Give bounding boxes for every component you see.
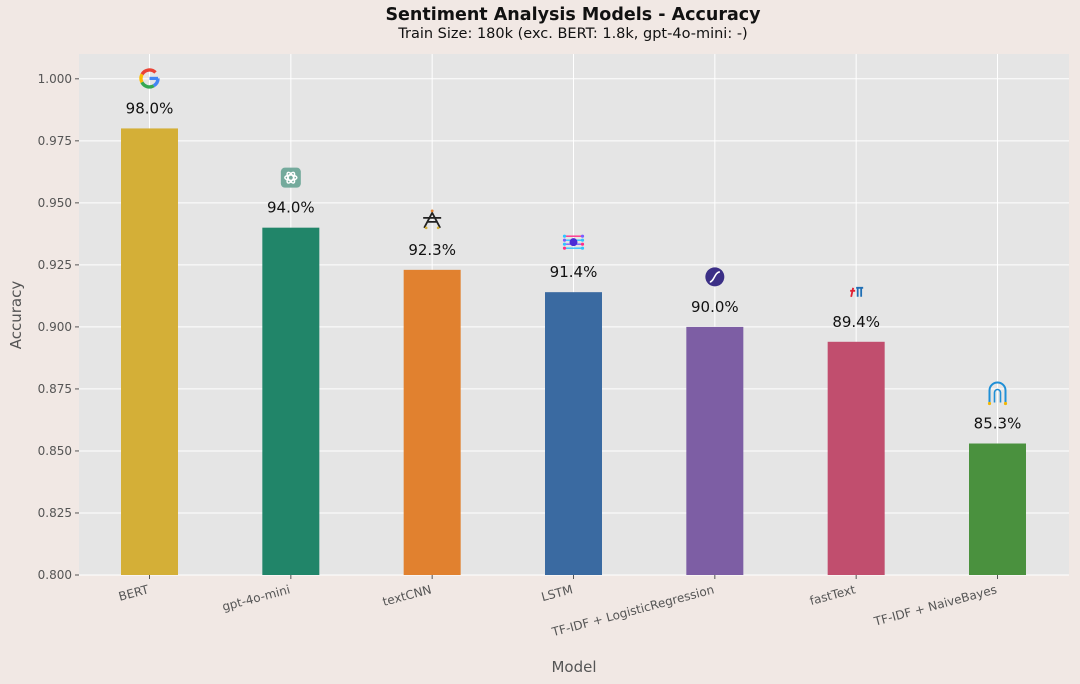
y-tick-label: 0.950 (38, 196, 72, 210)
bar-5 (827, 341, 885, 575)
x-tick-label: TF-IDF + LogisticRegression (549, 582, 715, 639)
x-tick-label: gpt-4o-mini (221, 582, 292, 614)
value-label: 89.4% (832, 313, 880, 331)
value-label: 98.0% (126, 99, 174, 117)
value-label: 94.0% (267, 199, 315, 217)
y-axis-label: Accuracy (7, 281, 25, 350)
x-tick-label: textCNN (381, 582, 433, 608)
y-tick-label: 0.875 (38, 382, 72, 396)
bar-4 (686, 326, 744, 575)
model-icons (139, 68, 1008, 406)
y-tick-label: 0.850 (38, 444, 72, 458)
y-tick-label: 0.825 (38, 506, 72, 520)
textcnn-icon (423, 209, 442, 230)
bar-1 (262, 227, 320, 575)
y-axis-ticks: 0.800 0.825 0.850 0.875 0.900 0.925 0.950 0.975… (38, 72, 79, 582)
chart-title: Sentiment Analysis Models - Accuracy (385, 5, 761, 25)
x-tick-label: fastText (808, 582, 857, 608)
x-tick-label: BERT (117, 582, 151, 604)
x-tick-label: LSTM (540, 582, 575, 604)
bar-2 (403, 269, 461, 575)
x-tick-label: TF-IDF + NaiveBayes (872, 582, 999, 628)
bar-0 (121, 128, 178, 575)
chart-subtitle: Train Size: 180k (exc. BERT: 1.8k, gpt-4… (398, 26, 748, 42)
lstm-icon (562, 234, 585, 250)
grid-lines (79, 54, 1069, 576)
openai-icon (280, 167, 301, 188)
value-label: 90.0% (691, 298, 739, 316)
value-label: 92.3% (408, 241, 456, 259)
fasttext-icon (850, 286, 864, 297)
naive-bayes-icon (987, 381, 1008, 406)
logistic-regression-icon (705, 267, 725, 287)
x-axis-label: Model (551, 658, 596, 676)
bar-3 (545, 292, 602, 575)
google-icon (139, 68, 160, 89)
y-tick-label: 1.000 (38, 72, 72, 86)
y-tick-label: 0.800 (38, 568, 72, 582)
bar-6 (969, 443, 1026, 575)
value-label: 85.3% (974, 415, 1022, 433)
y-tick-label: 0.975 (38, 134, 72, 148)
value-labels: 98.0% 94.0% 92.3% 91.4% 90.0% 89.4% 85.3% (126, 99, 1022, 432)
bars (121, 128, 1026, 575)
y-tick-label: 0.925 (38, 258, 72, 272)
value-label: 91.4% (550, 263, 598, 281)
y-tick-label: 0.900 (38, 320, 72, 334)
